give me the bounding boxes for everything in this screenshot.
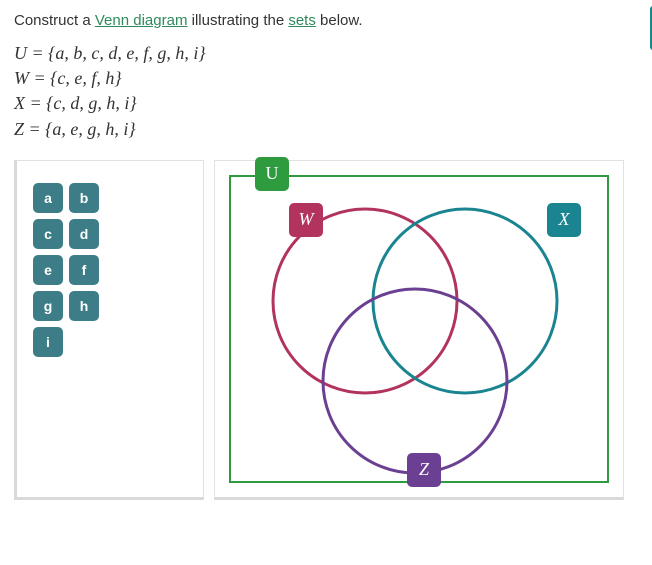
circle-Z[interactable]	[323, 289, 507, 473]
instr-mid: illustrating the	[187, 12, 288, 29]
badge-Z[interactable]: Z	[407, 453, 441, 487]
tile-b[interactable]: b	[69, 183, 99, 213]
tile-i[interactable]: i	[33, 327, 63, 357]
badge-X[interactable]: X	[547, 203, 581, 237]
palette-tiles: a b c d e f g h i	[33, 183, 113, 357]
element-palette: a b c d e f g h i	[14, 160, 204, 500]
set-X: X = {c, d, g, h, i}	[14, 91, 638, 116]
badge-W[interactable]: W	[289, 203, 323, 237]
set-definitions: U = {a, b, c, d, e, f, g, h, i} W = {c, …	[14, 41, 638, 142]
set-U: U = {a, b, c, d, e, f, g, h, i}	[14, 41, 638, 66]
link-sets[interactable]: sets	[288, 12, 316, 29]
instruction-text: Construct a Venn diagram illustrating th…	[14, 10, 638, 31]
tile-g[interactable]: g	[33, 291, 63, 321]
tile-e[interactable]: e	[33, 255, 63, 285]
venn-canvas[interactable]: U W X Z	[214, 160, 624, 500]
link-venn-diagram[interactable]: Venn diagram	[95, 12, 188, 29]
tile-a[interactable]: a	[33, 183, 63, 213]
tile-f[interactable]: f	[69, 255, 99, 285]
tile-d[interactable]: d	[69, 219, 99, 249]
instr-pre: Construct a	[14, 12, 95, 29]
set-W: W = {c, e, f, h}	[14, 66, 638, 91]
instr-post: below.	[316, 12, 363, 29]
tile-c[interactable]: c	[33, 219, 63, 249]
tile-h[interactable]: h	[69, 291, 99, 321]
badge-U[interactable]: U	[255, 157, 289, 191]
set-Z: Z = {a, e, g, h, i}	[14, 117, 638, 142]
workarea: a b c d e f g h i U W X Z	[14, 160, 638, 500]
circle-X[interactable]	[373, 209, 557, 393]
